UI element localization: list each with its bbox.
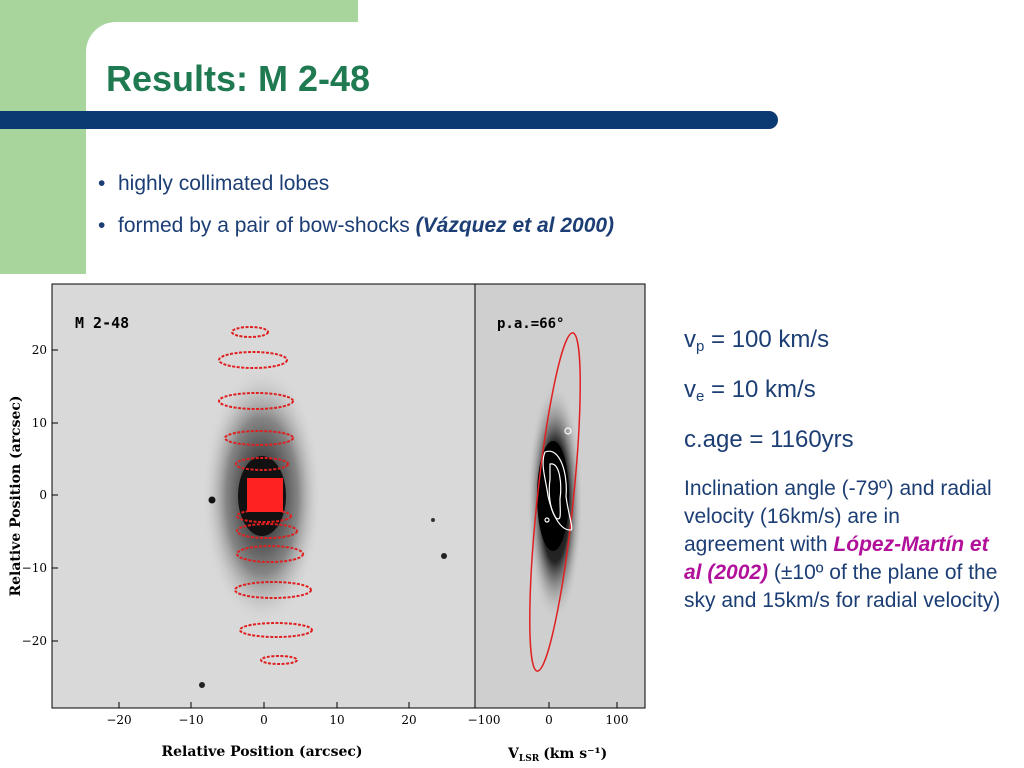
slide-title: Results: M 2-48	[106, 58, 371, 99]
bullet-dot: •	[98, 214, 106, 237]
white-contours	[542, 427, 573, 531]
bullet-text: highly collimated lobes	[118, 172, 330, 195]
field-star	[431, 518, 435, 522]
astronomy-figure: M 2-48 20 10 0 −10 −20 −20 −10 0 10 20 R…	[0, 274, 656, 768]
y-tick-label: 20	[32, 343, 47, 357]
bow-shock-model	[218, 326, 313, 665]
field-star	[441, 553, 447, 559]
field-star	[208, 496, 216, 504]
v-tick-label: 0	[545, 713, 553, 727]
x-tick-label: 10	[329, 713, 344, 727]
y-axis-label: Relative Position (arcsec)	[8, 395, 24, 596]
x-tick-label: −10	[178, 713, 203, 727]
bullet-dot: •	[98, 172, 106, 195]
right-panel-label: p.a.=66°	[497, 316, 564, 332]
y-tick-label: 10	[32, 416, 47, 430]
bullet-item: • formed by a pair of bow-shocks (Vázquez…	[98, 212, 614, 240]
x-tick-label: −20	[106, 713, 131, 727]
bullet-text: formed by a pair of bow-shocks	[118, 214, 410, 237]
y-tick-label: 0	[39, 488, 47, 502]
bullet-list: • highly collimated lobes • formed by a pa…	[98, 170, 614, 254]
field-star	[199, 682, 205, 688]
v-tick-label: −100	[468, 713, 501, 727]
inclination-paragraph: Inclination angle (-79º) and radial velo…	[684, 477, 1001, 612]
v-tick-label: 100	[606, 713, 629, 727]
spectrum-model-ellipse	[529, 332, 581, 672]
x-tick-label: 20	[401, 713, 416, 727]
results-sidebar: vp = 100 km/s ve = 10 km/s c.age = 1160y…	[684, 325, 1004, 615]
x-axis-label: Relative Position (arcsec)	[161, 744, 362, 760]
bullet-item: • highly collimated lobes	[98, 170, 614, 198]
spectrum-core	[537, 441, 569, 551]
vp-line: vp = 100 km/s	[684, 326, 830, 355]
left-panel-label: M 2-48	[75, 314, 129, 332]
title-underline-bar	[0, 111, 778, 129]
model-core	[247, 478, 283, 512]
bullet-citation: (Vázquez et al 2000)	[415, 214, 615, 237]
x-tick-label: 0	[260, 713, 268, 727]
y-tick-label: −20	[22, 634, 47, 648]
velocity-axis-label: VLSR (km s⁻¹)	[507, 746, 607, 764]
age-line: c.age = 1160yrs	[684, 426, 854, 453]
ve-line: ve = 10 km/s	[684, 376, 816, 405]
paragraph-citation: López-Martín et al (2002)	[684, 533, 989, 584]
figure-svg: M 2-48 20 10 0 −10 −20 −20 −10 0 10 20 R…	[8, 283, 646, 764]
y-tick-label: −10	[22, 561, 47, 575]
